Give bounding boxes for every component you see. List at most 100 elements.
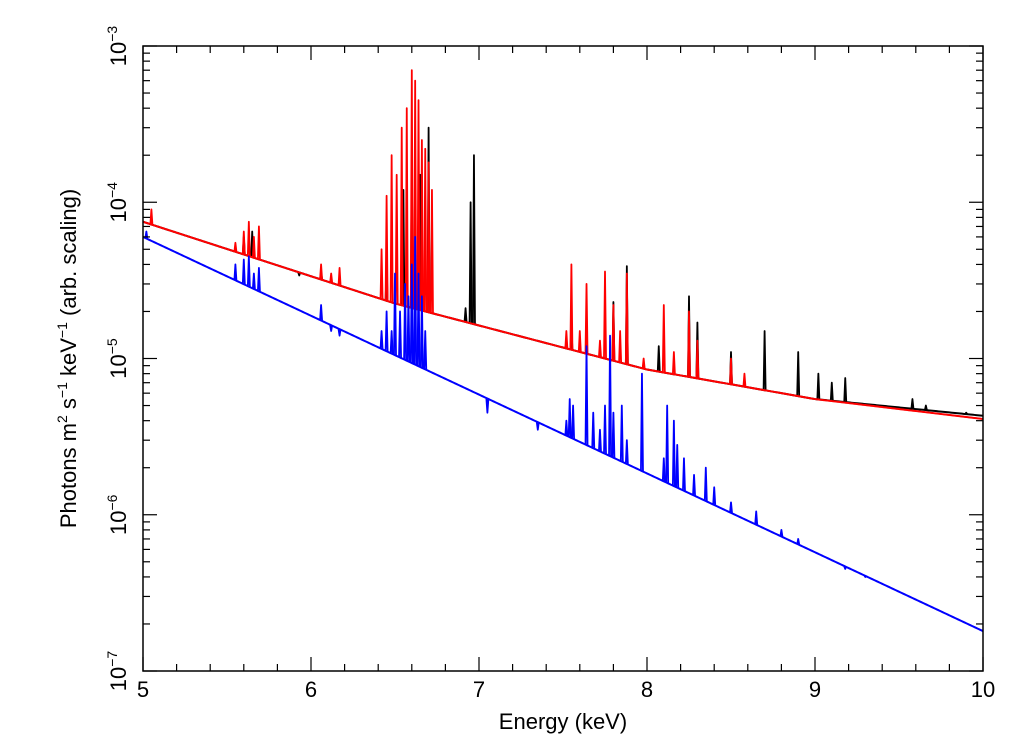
emission-line	[598, 428, 602, 452]
emission-line	[577, 330, 582, 352]
y-tick-label: 10−7	[104, 651, 131, 692]
emission-line	[419, 295, 424, 368]
emission-line	[409, 263, 414, 364]
emission-line	[598, 339, 602, 358]
emission-line	[695, 339, 700, 379]
emission-line	[742, 372, 747, 387]
y-axis-label-part: Photons m	[56, 423, 81, 528]
emission-line	[398, 310, 402, 358]
emission-line	[319, 304, 323, 321]
emission-line	[796, 538, 801, 545]
y-axis-label: Photons m2 s−1 keV−1 (arb. scaling)	[54, 189, 81, 528]
emission-line	[485, 398, 490, 414]
emission-line	[406, 295, 411, 362]
emission-line	[564, 330, 569, 349]
emission-line	[403, 283, 407, 360]
series-2	[142, 230, 984, 633]
emission-line	[393, 272, 397, 356]
ticks-layer	[142, 45, 984, 672]
emission-line	[608, 334, 612, 457]
emission-line	[423, 330, 428, 370]
x-tick-label: 8	[641, 677, 653, 702]
y-axis-label-part: (arb. scaling)	[56, 189, 81, 322]
emission-line	[399, 126, 404, 306]
emission-line	[413, 79, 418, 309]
emission-line	[682, 457, 686, 491]
emission-line	[584, 345, 589, 446]
emission-line	[603, 270, 607, 359]
emission-line	[863, 575, 868, 578]
emission-line	[611, 304, 616, 361]
emission-line	[389, 330, 394, 354]
emission-line	[241, 230, 246, 255]
emission-line	[569, 263, 574, 350]
emission-line	[641, 357, 646, 369]
emission-line	[687, 310, 691, 377]
emission-line	[149, 208, 154, 225]
emission-line	[591, 411, 596, 449]
emission-line	[624, 439, 629, 465]
emission-line	[463, 307, 468, 323]
emission-line	[816, 372, 821, 400]
emission-line	[729, 357, 733, 385]
emission-line	[241, 258, 246, 285]
emission-line	[703, 466, 708, 502]
emission-line	[430, 188, 434, 314]
emission-line	[611, 411, 616, 458]
emission-line	[779, 528, 784, 537]
emission-line	[712, 486, 717, 506]
series-1	[142, 69, 984, 420]
emission-line	[246, 255, 251, 287]
emission-line	[843, 377, 848, 403]
emission-line	[257, 225, 261, 260]
y-tick-label: 10−6	[104, 494, 131, 535]
emission-line	[246, 220, 251, 257]
emission-line	[661, 304, 666, 373]
x-tick-label: 10	[971, 677, 995, 702]
y-axis-label-sup: 2	[54, 415, 70, 423]
emission-line	[843, 566, 848, 570]
emission-line	[423, 147, 428, 312]
emission-line	[337, 267, 342, 286]
series-layer	[142, 69, 984, 633]
emission-line	[754, 510, 759, 525]
emission-line	[923, 404, 928, 411]
y-axis-label-sup: −1	[54, 382, 70, 398]
series-continuum	[142, 220, 984, 420]
emission-line	[379, 248, 384, 300]
y-tick-label: 10−5	[104, 338, 131, 379]
emission-line	[640, 372, 644, 472]
series-continuum	[142, 220, 984, 417]
emission-line	[692, 473, 696, 496]
emission-line	[584, 283, 589, 354]
y-tick-label: 10−3	[104, 26, 131, 67]
emission-line	[671, 419, 676, 487]
emission-line	[329, 325, 334, 332]
emission-line	[329, 272, 334, 283]
emission-line	[729, 501, 733, 513]
emission-line	[416, 99, 421, 310]
emission-line	[671, 351, 676, 375]
emission-line	[233, 263, 238, 281]
emission-line	[413, 236, 418, 365]
emission-line	[796, 351, 801, 397]
emission-line	[564, 419, 569, 436]
emission-line	[964, 411, 968, 415]
tick-labels-layer: 5 6 7 8 9 10 10−7 10−6 10−5 10−4 10−3	[104, 26, 995, 702]
emission-line	[404, 107, 409, 307]
x-tick-label: 9	[809, 677, 821, 702]
y-axis-label-sup: −1	[54, 322, 70, 338]
emission-line	[389, 154, 394, 303]
emission-line	[379, 330, 384, 349]
emission-line	[409, 69, 414, 308]
plot-frame	[142, 45, 984, 672]
series-continuum	[142, 236, 984, 633]
emission-line	[251, 236, 256, 258]
emission-line	[426, 161, 431, 313]
series-0	[142, 126, 984, 417]
emission-line	[910, 398, 915, 409]
emission-line	[656, 345, 661, 372]
emission-line	[661, 457, 666, 482]
emission-line	[319, 263, 323, 280]
